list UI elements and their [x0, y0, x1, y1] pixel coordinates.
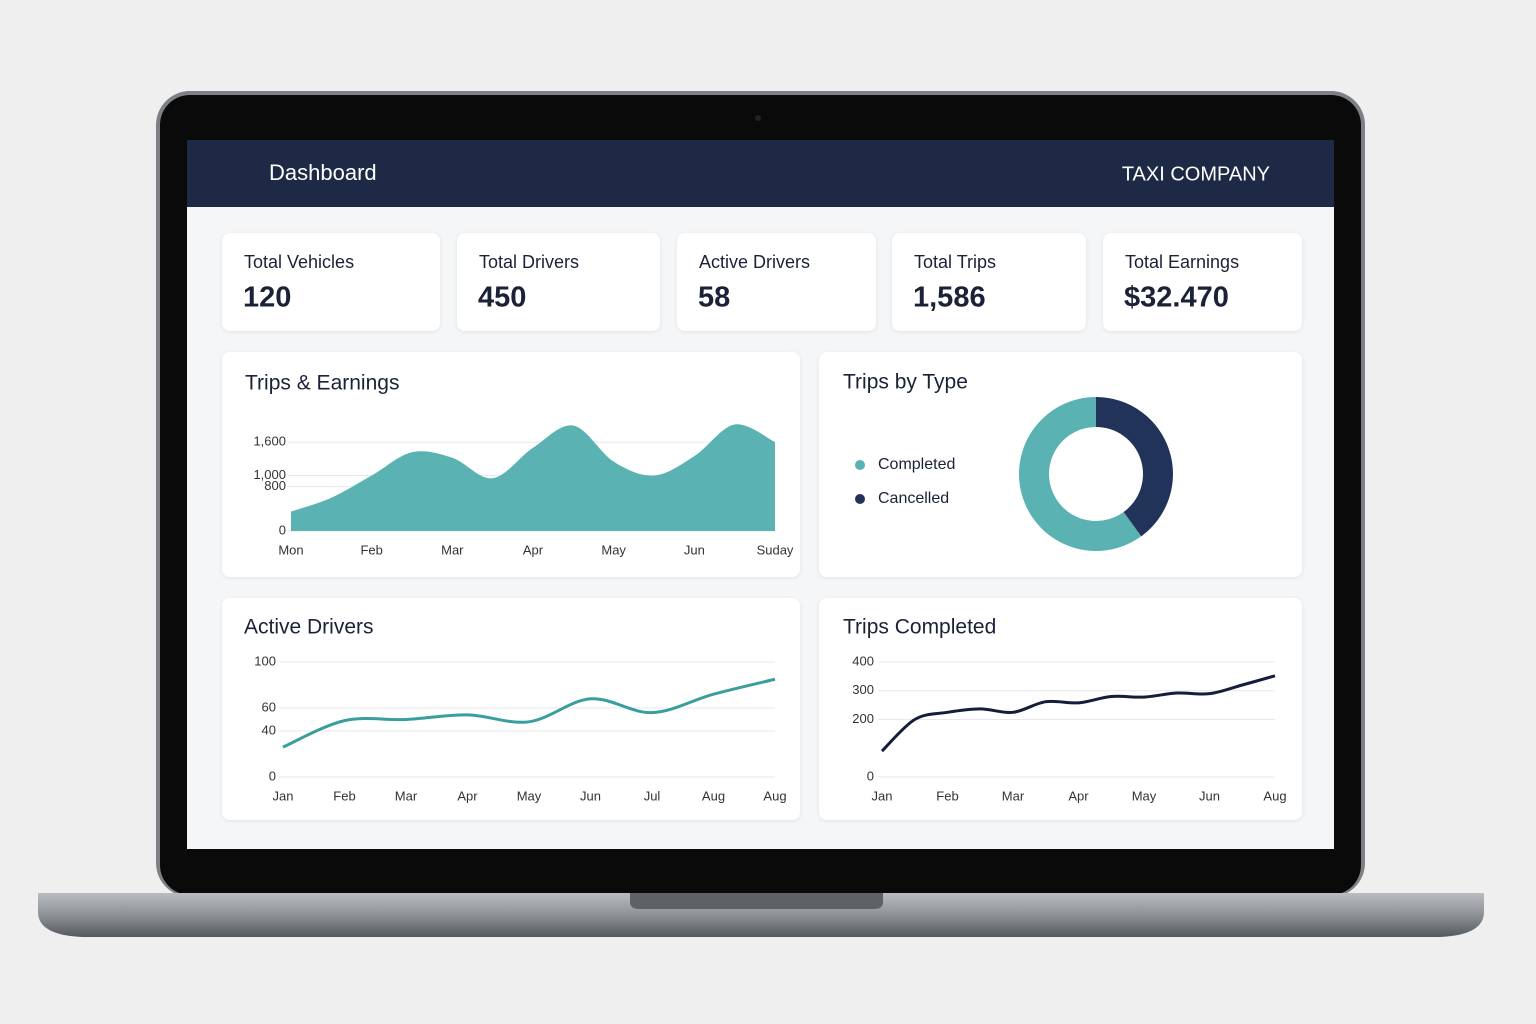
legend-swatch	[855, 494, 865, 504]
chart-title: Trips Completed	[843, 616, 996, 639]
x-tick-label: Jan	[872, 788, 893, 803]
stat-label: Total Drivers	[479, 252, 579, 272]
x-tick-label: Feb	[360, 542, 382, 557]
chart-title: Trips by Type	[843, 371, 968, 394]
stat-label: Active Drivers	[699, 252, 810, 272]
x-tick-label: Apr	[523, 542, 544, 557]
legend-swatch	[855, 460, 865, 470]
x-tick-label: Apr	[1068, 788, 1089, 803]
y-tick-label: 1,000	[253, 467, 286, 482]
x-tick-label: Aug	[702, 788, 725, 803]
stat-card	[457, 233, 660, 331]
header-title: Dashboard	[269, 160, 377, 185]
camera	[755, 115, 761, 121]
stat-card	[677, 233, 876, 331]
chart-card	[819, 352, 1302, 577]
donut-slice	[1019, 397, 1142, 551]
y-tick-label: 1,600	[253, 434, 286, 449]
x-tick-label: Mar	[441, 542, 464, 557]
stat-label: Total Trips	[914, 252, 996, 272]
stat-value: $32.470	[1124, 282, 1229, 314]
x-tick-label: May	[601, 542, 626, 557]
x-tick-label: Jul	[644, 788, 661, 803]
y-tick-label: 400	[852, 653, 874, 668]
area	[291, 424, 775, 531]
x-tick-label: Jun	[684, 542, 705, 557]
line	[282, 677, 776, 749]
x-tick-label: Suday	[757, 542, 794, 557]
y-tick-label: 0	[279, 522, 286, 537]
laptop-base	[38, 893, 1484, 937]
y-tick-label: 60	[262, 699, 276, 714]
chart-card	[819, 598, 1302, 820]
y-tick-label: 300	[852, 682, 874, 697]
company-name: TAXI COMPANY	[1122, 163, 1270, 185]
chart-title: Trips & Earnings	[245, 372, 399, 395]
stat-label: Total Earnings	[1125, 252, 1239, 272]
x-tick-label: Feb	[333, 788, 355, 803]
x-tick-label: Jun	[1199, 788, 1220, 803]
x-tick-label: Mon	[278, 542, 303, 557]
x-tick-label: Feb	[936, 788, 958, 803]
stat-value: 58	[698, 282, 730, 314]
line	[880, 674, 1276, 753]
x-tick-label: May	[1132, 788, 1157, 803]
x-tick-label: Mar	[395, 788, 418, 803]
y-tick-label: 40	[262, 722, 276, 737]
stat-card	[222, 233, 440, 331]
stat-label: Total Vehicles	[244, 252, 354, 272]
y-tick-label: 800	[264, 478, 286, 493]
chart-title: Active Drivers	[244, 616, 374, 639]
x-tick-label: Jun	[580, 788, 601, 803]
legend-label: Completed	[878, 456, 955, 473]
x-tick-label: Mar	[1002, 788, 1025, 803]
y-tick-label: 0	[867, 768, 874, 783]
stat-card	[892, 233, 1086, 331]
y-tick-label: 0	[269, 768, 276, 783]
x-tick-label: Apr	[457, 788, 478, 803]
stat-value: 450	[478, 282, 526, 314]
y-tick-label: 200	[852, 711, 874, 726]
chart-card	[222, 598, 800, 820]
header-bar	[187, 140, 1334, 207]
legend-label: Cancelled	[878, 490, 949, 507]
stat-card	[1103, 233, 1302, 331]
donut-slice	[1096, 397, 1174, 537]
stat-value: 120	[243, 282, 291, 314]
x-tick-label: Aug	[763, 788, 786, 803]
stat-value: 1,586	[913, 282, 986, 314]
notch	[630, 893, 883, 909]
y-tick-label: 100	[254, 653, 276, 668]
x-tick-label: Jan	[273, 788, 294, 803]
x-tick-label: Aug	[1263, 788, 1286, 803]
x-tick-label: May	[517, 788, 542, 803]
